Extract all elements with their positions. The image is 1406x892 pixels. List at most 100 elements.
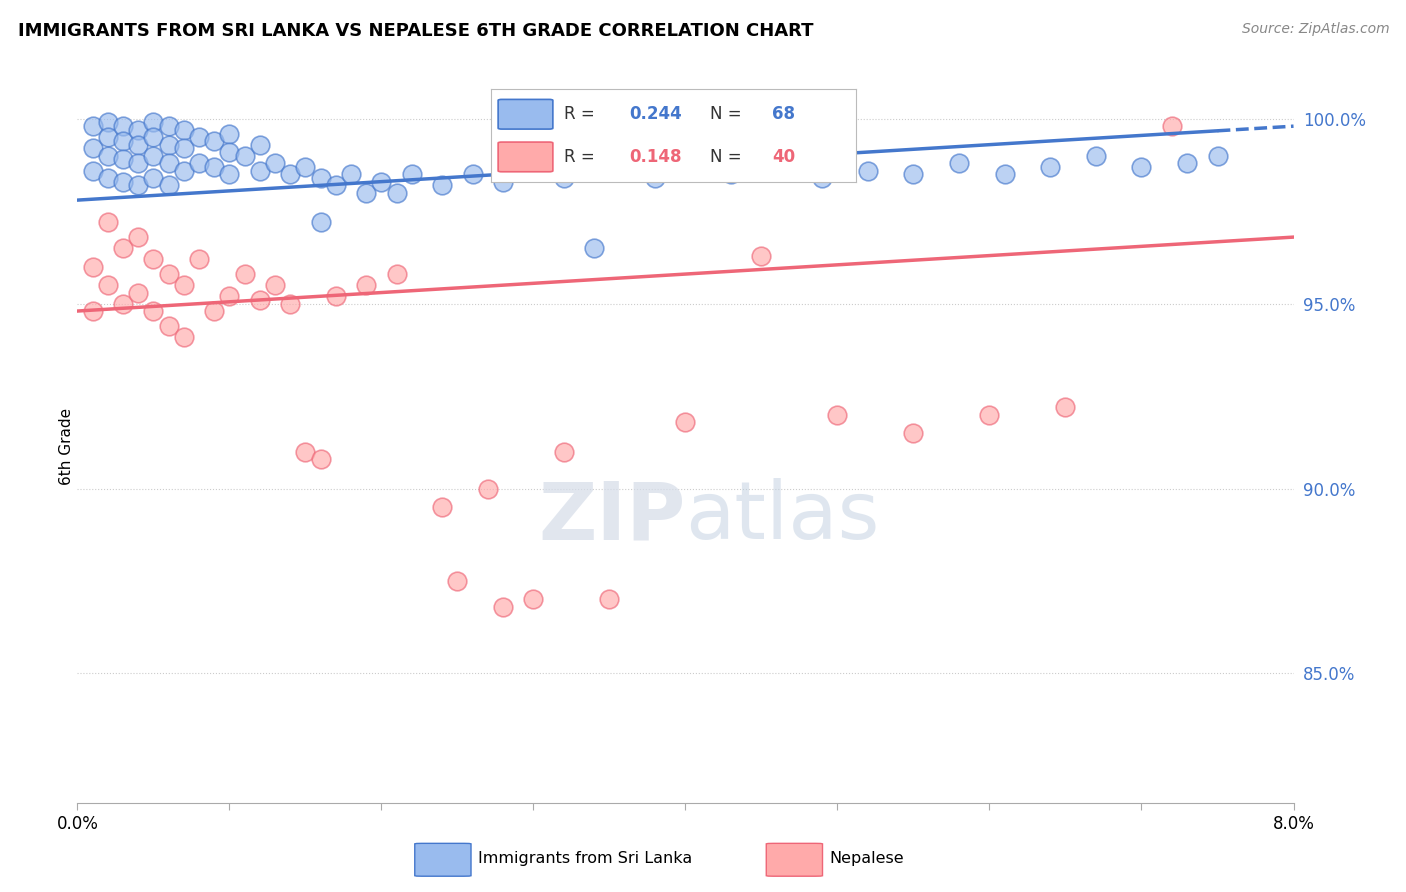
Point — [97, 170, 120, 185]
Point — [173, 163, 195, 178]
Point — [675, 415, 697, 429]
Point — [173, 330, 195, 344]
Y-axis label: 6th Grade: 6th Grade — [59, 408, 73, 484]
Point — [432, 178, 454, 193]
Point — [157, 178, 180, 193]
Point — [249, 137, 271, 152]
Point — [492, 599, 515, 614]
Point — [309, 215, 332, 229]
Point — [157, 267, 180, 281]
Point — [97, 130, 120, 145]
Point — [432, 500, 454, 514]
Point — [97, 115, 120, 129]
Point — [202, 160, 225, 174]
Point — [1206, 149, 1229, 163]
Point — [309, 452, 332, 467]
Point — [142, 304, 165, 318]
Point — [340, 167, 363, 181]
Point — [142, 170, 165, 185]
Point — [294, 444, 316, 458]
Point — [325, 289, 347, 303]
Point — [644, 170, 666, 185]
Point — [218, 145, 240, 159]
Point — [188, 130, 211, 145]
Point — [157, 156, 180, 170]
Point — [218, 289, 240, 303]
Point — [157, 318, 180, 333]
Point — [127, 137, 149, 152]
Point — [82, 119, 104, 133]
Point — [111, 153, 134, 167]
Point — [385, 186, 408, 200]
Point — [1161, 119, 1184, 133]
Point — [173, 278, 195, 293]
Point — [553, 444, 575, 458]
Point — [598, 592, 620, 607]
Point — [233, 267, 256, 281]
Point — [127, 178, 149, 193]
Point — [583, 241, 606, 255]
Point — [249, 163, 271, 178]
Point — [325, 178, 347, 193]
FancyBboxPatch shape — [415, 843, 471, 876]
Point — [675, 160, 697, 174]
Point — [142, 252, 165, 267]
Point — [97, 149, 120, 163]
Point — [613, 156, 636, 170]
Point — [127, 156, 149, 170]
Point — [477, 482, 499, 496]
Point — [173, 141, 195, 155]
Point — [142, 149, 165, 163]
Point — [1084, 149, 1107, 163]
Point — [111, 134, 134, 148]
Point — [218, 167, 240, 181]
Point — [994, 167, 1017, 181]
Point — [111, 119, 134, 133]
Point — [202, 304, 225, 318]
Point — [127, 230, 149, 244]
Point — [157, 119, 180, 133]
Point — [157, 137, 180, 152]
Point — [354, 186, 377, 200]
Point — [1175, 156, 1198, 170]
Point — [278, 167, 301, 181]
Point — [264, 278, 287, 293]
Point — [188, 156, 211, 170]
Point — [82, 304, 104, 318]
Text: Source: ZipAtlas.com: Source: ZipAtlas.com — [1241, 22, 1389, 37]
Point — [492, 175, 515, 189]
Point — [553, 170, 575, 185]
Point — [111, 175, 134, 189]
Point — [354, 278, 377, 293]
Point — [127, 285, 149, 300]
Point — [461, 167, 484, 181]
FancyBboxPatch shape — [766, 843, 823, 876]
Point — [720, 167, 742, 181]
Point — [278, 296, 301, 310]
Point — [903, 167, 925, 181]
Point — [765, 156, 787, 170]
Point — [111, 241, 134, 255]
Point — [1130, 160, 1153, 174]
Point — [979, 408, 1001, 422]
Text: Nepalese: Nepalese — [830, 851, 904, 866]
Point — [446, 574, 468, 588]
Point — [82, 141, 104, 155]
Point — [173, 123, 195, 137]
Point — [294, 160, 316, 174]
Point — [522, 163, 544, 178]
Point — [751, 249, 773, 263]
Point — [249, 293, 271, 307]
Point — [856, 163, 879, 178]
Point — [401, 167, 423, 181]
Point — [127, 123, 149, 137]
Point — [309, 170, 332, 185]
Point — [1039, 160, 1062, 174]
Point — [948, 156, 970, 170]
Point — [218, 127, 240, 141]
Point — [97, 278, 120, 293]
Point — [370, 175, 392, 189]
Point — [233, 149, 256, 163]
Point — [202, 134, 225, 148]
Point — [188, 252, 211, 267]
